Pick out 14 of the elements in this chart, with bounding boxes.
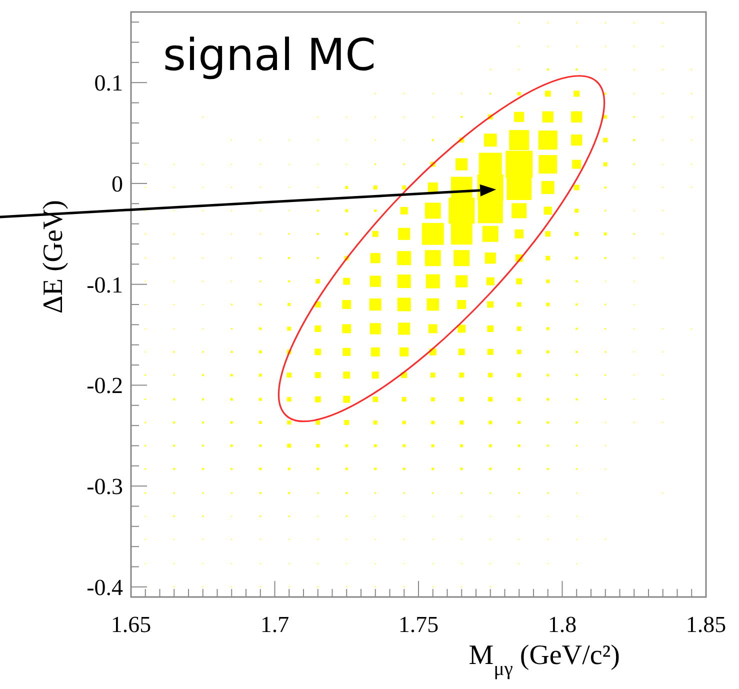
- x-tick-label: 1.75: [398, 612, 439, 637]
- y-tick-label: -0.1: [86, 272, 123, 298]
- x-tick-label: 1.85: [686, 612, 726, 637]
- y-tick-label: -0.4: [86, 574, 124, 600]
- y-tick-label: 0.1: [94, 70, 123, 96]
- x-tick-label: 1.8: [548, 612, 577, 637]
- y-tick-label: -0.3: [86, 474, 123, 500]
- y-tick-label: -0.2: [86, 373, 123, 398]
- x-axis-title: M$_{μγ}$ (GeV/c²): [468, 640, 620, 680]
- y-tick-label: 0: [112, 172, 123, 197]
- y-axis-title: ΔE (GeV): [38, 200, 69, 314]
- x-tick-label: 1.65: [110, 612, 152, 637]
- annotation: signal MC: [163, 30, 376, 81]
- x-tick-label: 1.7: [260, 612, 290, 637]
